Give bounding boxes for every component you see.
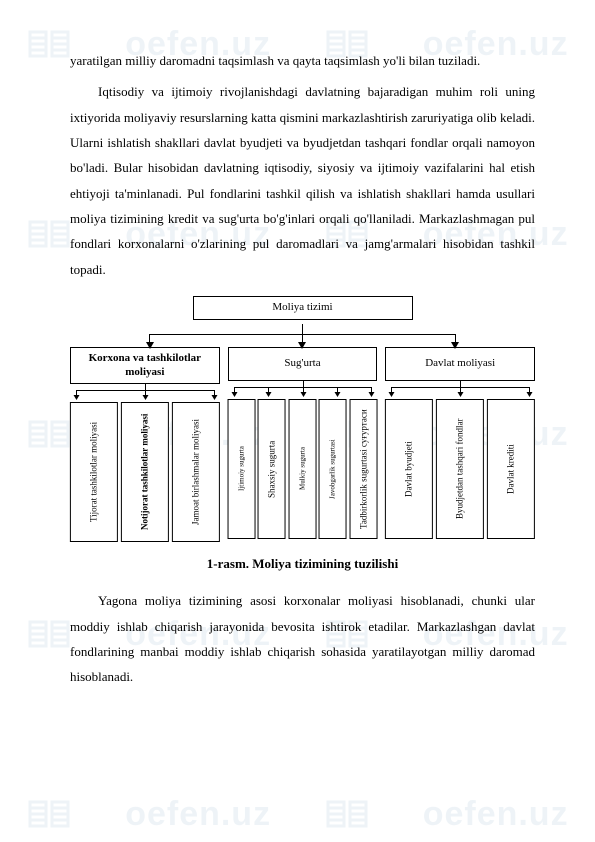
diagram-leaf: Tijorat tashkilotlar moliyasi <box>70 402 118 542</box>
diagram-leaf: Byudjetdan tashqari fondlar <box>436 399 484 539</box>
org-diagram: Moliya tizimi Korxona va tashkilotlar mo… <box>70 296 535 542</box>
diagram-leaf: Ijtimoiy sugurta <box>228 399 256 539</box>
diagram-leaf: Davlat byudjeti <box>385 399 433 539</box>
diagram-branch: Korxona va tashkilotlar moliyasi Tijorat … <box>70 347 220 543</box>
diagram-branch: Davlat moliyasi Davlat byudjetiByudjetdan… <box>385 347 535 543</box>
diagram-leaf: Jamoat birlashmalar moliyasi <box>172 402 220 542</box>
branch-label: Davlat moliyasi <box>385 347 535 381</box>
diagram-leaf: Mulkiy sugurta <box>289 399 317 539</box>
watermark-text: oefen.uz <box>423 795 569 834</box>
branch-label: Korxona va tashkilotlar moliyasi <box>70 347 220 385</box>
book-icon <box>324 796 370 834</box>
paragraph-3: Yagona moliya tizimining asosi korxonala… <box>70 588 535 689</box>
branch-label: Sug'urta <box>228 347 378 381</box>
diagram-leaf: Notijorat tashkilotlar moliyasi <box>121 402 169 542</box>
page-content: yaratilgan milliy daromadni taqsimlash v… <box>0 0 595 736</box>
diagram-root: Moliya tizimi <box>193 296 413 320</box>
paragraph-1: yaratilgan milliy daromadni taqsimlash v… <box>70 48 535 73</box>
figure-caption: 1-rasm. Moliya tizimining tuzilishi <box>70 556 535 572</box>
diagram-branch: Sug'urta Ijtimoiy sugurtaShaxsiy sugurtaM… <box>228 347 378 543</box>
diagram-leaf: Tadbirkorlik sugurtasi суғуртаси <box>350 399 378 539</box>
watermark-text: oefen.uz <box>125 795 271 834</box>
diagram-leaf: Shaxsiy sugurta <box>258 399 286 539</box>
diagram-leaf: Davlat krediti <box>487 399 535 539</box>
diagram-leaf: Javobgarlik sugurtasi <box>319 399 347 539</box>
paragraph-2: Iqtisodiy va ijtimoiy rivojlanishdagi da… <box>70 79 535 282</box>
book-icon <box>26 796 72 834</box>
